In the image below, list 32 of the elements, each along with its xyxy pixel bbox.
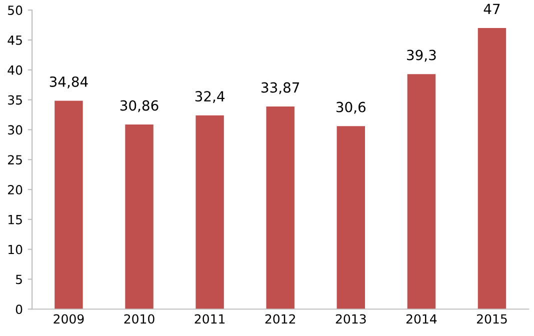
data-label: 34,84 xyxy=(50,76,88,88)
y-tick-label: 50 xyxy=(8,6,22,16)
bar xyxy=(125,124,154,310)
x-tick-label: 2014 xyxy=(406,314,437,324)
x-tick-label: 2012 xyxy=(265,314,296,324)
x-tick-label: 2010 xyxy=(124,314,154,324)
y-tick-label: 40 xyxy=(8,65,22,75)
data-label: 39,3 xyxy=(407,50,436,62)
bar xyxy=(266,106,294,310)
y-tick-label: 20 xyxy=(8,184,22,194)
y-tick-label: 10 xyxy=(8,244,22,254)
x-tick-label: 2013 xyxy=(336,314,366,324)
y-tick-label: 5 xyxy=(16,274,22,284)
y-tick-label: 25 xyxy=(8,155,22,165)
y-tick-label: 30 xyxy=(8,125,22,135)
data-label: 30,6 xyxy=(336,102,366,114)
bar xyxy=(54,100,83,310)
y-tick-label: 15 xyxy=(8,215,22,224)
y-tick-label: 45 xyxy=(8,36,22,45)
x-tick-label: 2011 xyxy=(194,314,225,324)
bar xyxy=(336,126,365,310)
bar xyxy=(407,74,436,310)
bar xyxy=(196,115,224,310)
x-tick-label: 2009 xyxy=(54,314,84,324)
data-label: 33,87 xyxy=(262,82,300,94)
data-label: 47 xyxy=(484,4,500,14)
bar xyxy=(478,28,506,310)
data-label: 32,4 xyxy=(195,91,224,103)
y-tick-label: 35 xyxy=(8,95,22,105)
x-tick-label: 2015 xyxy=(476,314,507,324)
y-tick-label: 0 xyxy=(16,304,22,314)
data-label: 30,86 xyxy=(120,100,158,112)
